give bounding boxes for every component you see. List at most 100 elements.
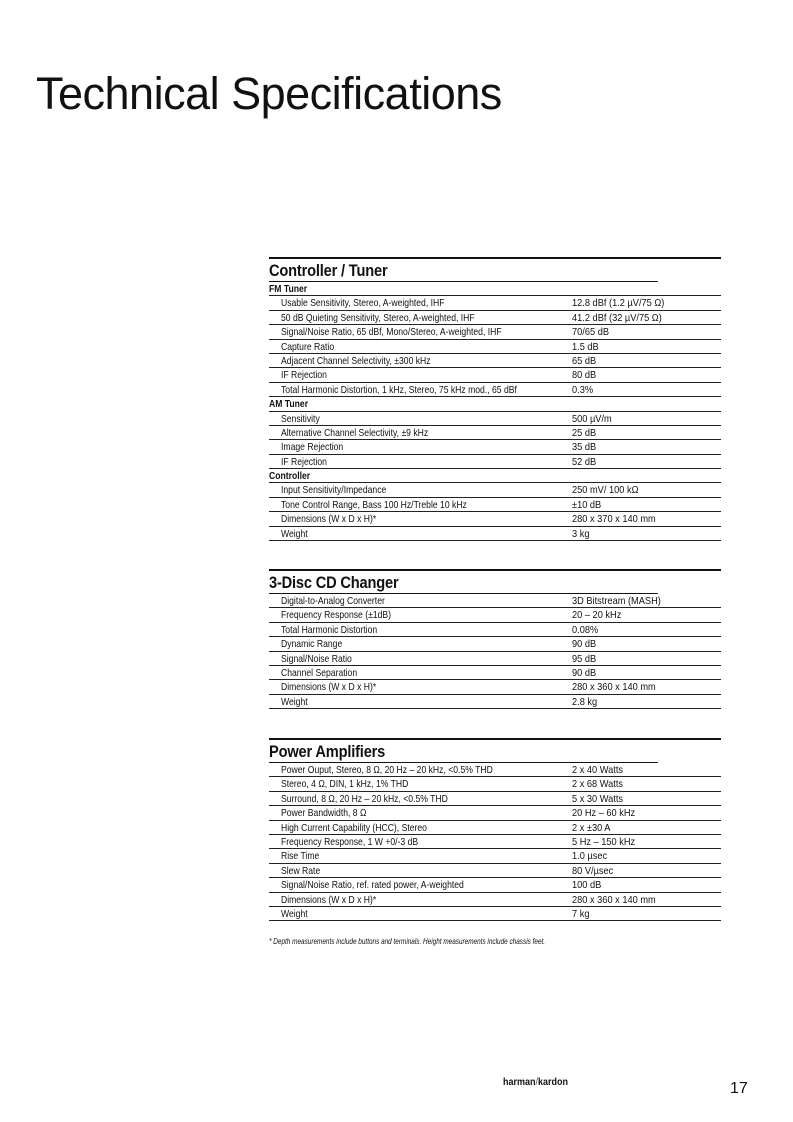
spec-value: 65 dB <box>572 354 597 367</box>
spec-value: 80 dB <box>572 369 597 382</box>
spec-label: Alternative Channel Selectivity, ±9 kHz <box>281 426 429 439</box>
spec-label: Power Ouput, Stereo, 8 Ω, 20 Hz – 20 kHz… <box>281 764 493 776</box>
spec-value: 280 x 370 x 140 mm <box>572 513 656 526</box>
spec-row: Total Harmonic Distortion, 1 kHz, Stereo… <box>269 383 721 398</box>
spec-label: Dimensions (W x D x H)* <box>281 513 377 526</box>
spec-row: High Current Capability (HCC), Stereo 2 x… <box>269 821 721 835</box>
section-title: Controller / Tuner <box>269 259 658 282</box>
spec-label: Frequency Response (±1dB) <box>281 609 392 622</box>
spec-value: 41.2 dBf (32 µV/75 Ω) <box>572 311 662 324</box>
spec-row: Frequency Response (±1dB) 20 – 20 kHz <box>269 608 721 623</box>
spec-value: 3D Bitstream (MASH) <box>572 595 661 607</box>
spec-value: 0.08% <box>572 623 599 636</box>
footnote: * Depth measurements include buttons and… <box>269 937 546 946</box>
spec-row: Usable Sensitivity, Stereo, A-weighted, … <box>269 296 721 311</box>
spec-value: 1.0 µsec <box>572 850 608 863</box>
spec-label: Sensitivity <box>281 412 320 425</box>
spec-row: Frequency Response, 1 W +0/-3 dB 5 Hz – 1… <box>269 835 721 850</box>
spec-label: Surround, 8 Ω, 20 Hz – 20 kHz, <0.5% THD <box>281 792 448 805</box>
spec-row: Signal/Noise Ratio, 65 dBf, Mono/Stereo,… <box>269 325 721 340</box>
spec-row: Channel Separation 90 dB <box>269 666 721 681</box>
spec-value: 2 x ±30 A <box>572 821 611 834</box>
section-title: Power Amplifiers <box>269 740 658 763</box>
spec-value: 2 x 68 Watts <box>572 778 624 791</box>
spec-label: IF Rejection <box>281 455 327 468</box>
spec-section: Power Amplifiers Power Ouput, Stereo, 8 Ω… <box>269 738 721 922</box>
spec-value: 90 dB <box>572 666 597 679</box>
subsection-heading: FM Tuner <box>269 282 721 297</box>
spec-row: Sensitivity 500 µV/m <box>269 412 721 426</box>
spec-row: Power Bandwidth, 8 Ω 20 Hz – 60 kHz <box>269 806 721 821</box>
spec-row: Dynamic Range 90 dB <box>269 637 721 652</box>
spec-value: 280 x 360 x 140 mm <box>572 681 656 694</box>
subsection-heading: Controller <box>269 469 721 484</box>
spec-value: 7 kg <box>572 907 590 920</box>
spec-label: Total Harmonic Distortion, 1 kHz, Stereo… <box>281 383 517 396</box>
spec-value: 20 – 20 kHz <box>572 609 622 622</box>
spec-label: Weight <box>281 527 308 540</box>
spec-label: High Current Capability (HCC), Stereo <box>281 821 427 834</box>
spec-section: 3-Disc CD Changer Digital-to-Analog Conve… <box>269 569 721 710</box>
spec-label: Adjacent Channel Selectivity, ±300 kHz <box>281 354 431 367</box>
spec-row: Capture Ratio 1.5 dB <box>269 340 721 354</box>
spec-label: Stereo, 4 Ω, DIN, 1 kHz, 1% THD <box>281 778 409 791</box>
spec-label: Image Rejection <box>281 441 344 454</box>
spec-value: 35 dB <box>572 441 597 454</box>
spec-row: Dimensions (W x D x H)* 280 x 360 x 140 m… <box>269 893 721 907</box>
spec-row: Digital-to-Analog Converter 3D Bitstream … <box>269 594 721 609</box>
spec-row: Power Ouput, Stereo, 8 Ω, 20 Hz – 20 kHz… <box>269 763 721 778</box>
spec-label: Tone Control Range, Bass 100 Hz/Treble 1… <box>281 498 467 511</box>
spec-row: Rise Time 1.0 µsec <box>269 849 721 864</box>
spec-label: Dynamic Range <box>281 638 343 651</box>
spec-label: IF Rejection <box>281 369 327 382</box>
spec-row: IF Rejection 80 dB <box>269 368 721 383</box>
spec-value: 95 dB <box>572 652 597 665</box>
spec-value: 3 kg <box>572 527 590 540</box>
spec-value: 5 x 30 Watts <box>572 792 624 805</box>
section-rule <box>269 569 721 571</box>
spec-row: Stereo, 4 Ω, DIN, 1 kHz, 1% THD 2 x 68 Wa… <box>269 777 721 792</box>
spec-label: Dimensions (W x D x H)* <box>281 681 377 694</box>
spec-value: 12.8 dBf (1.2 µV/75 Ω) <box>572 297 665 310</box>
spec-label: Controller <box>269 470 311 483</box>
spec-row: Input Sensitivity/Impedance 250 mV/ 100 k… <box>269 483 721 498</box>
spec-row: Dimensions (W x D x H)* 280 x 370 x 140 m… <box>269 512 721 527</box>
spec-label: Input Sensitivity/Impedance <box>281 484 387 497</box>
spec-label: Signal/Noise Ratio <box>281 652 352 665</box>
brand-right: kardon <box>538 1077 569 1088</box>
spec-label: Signal/Noise Ratio, 65 dBf, Mono/Stereo,… <box>281 326 502 339</box>
spec-value: 80 V/µsec <box>572 864 614 877</box>
spec-value: 100 dB <box>572 879 602 892</box>
spec-value: 2.8 kg <box>572 695 598 708</box>
spec-row: Dimensions (W x D x H)* 280 x 360 x 140 m… <box>269 680 721 695</box>
spec-label: Digital-to-Analog Converter <box>281 595 385 607</box>
brand-left: harman <box>503 1077 536 1088</box>
spec-value: 1.5 dB <box>572 340 599 353</box>
spec-value: 70/65 dB <box>572 326 610 339</box>
spec-row: Surround, 8 Ω, 20 Hz – 20 kHz, <0.5% THD… <box>269 792 721 807</box>
spec-label: Signal/Noise Ratio, ref. rated power, A-… <box>281 879 464 892</box>
spec-row: Total Harmonic Distortion 0.08% <box>269 623 721 638</box>
spec-value: 500 µV/m <box>572 412 612 425</box>
spec-label: Weight <box>281 907 308 920</box>
spec-value: 280 x 360 x 140 mm <box>572 893 656 906</box>
spec-row: Slew Rate 80 V/µsec <box>269 864 721 879</box>
spec-value: 250 mV/ 100 kΩ <box>572 484 639 497</box>
spec-row: 50 dB Quieting Sensitivity, Stereo, A-we… <box>269 311 721 326</box>
section-title: 3-Disc CD Changer <box>269 571 658 594</box>
subsection-heading: AM Tuner <box>269 397 721 412</box>
brand-logo: harman/kardon <box>503 1077 568 1088</box>
spec-value: 25 dB <box>572 426 597 439</box>
spec-value: 20 Hz – 60 kHz <box>572 807 636 820</box>
page-number: 17 <box>730 1080 748 1097</box>
spec-label: Total Harmonic Distortion <box>281 623 378 636</box>
spec-label: Capture Ratio <box>281 340 335 353</box>
spec-label: AM Tuner <box>269 398 309 411</box>
page-title: Technical Specifications <box>36 68 502 120</box>
section-rule <box>269 738 721 740</box>
section-rule <box>269 257 721 259</box>
spec-value: 52 dB <box>572 455 597 468</box>
spec-value: ±10 dB <box>572 498 602 511</box>
spec-row: Weight 3 kg <box>269 527 721 542</box>
spec-row: IF Rejection 52 dB <box>269 455 721 470</box>
